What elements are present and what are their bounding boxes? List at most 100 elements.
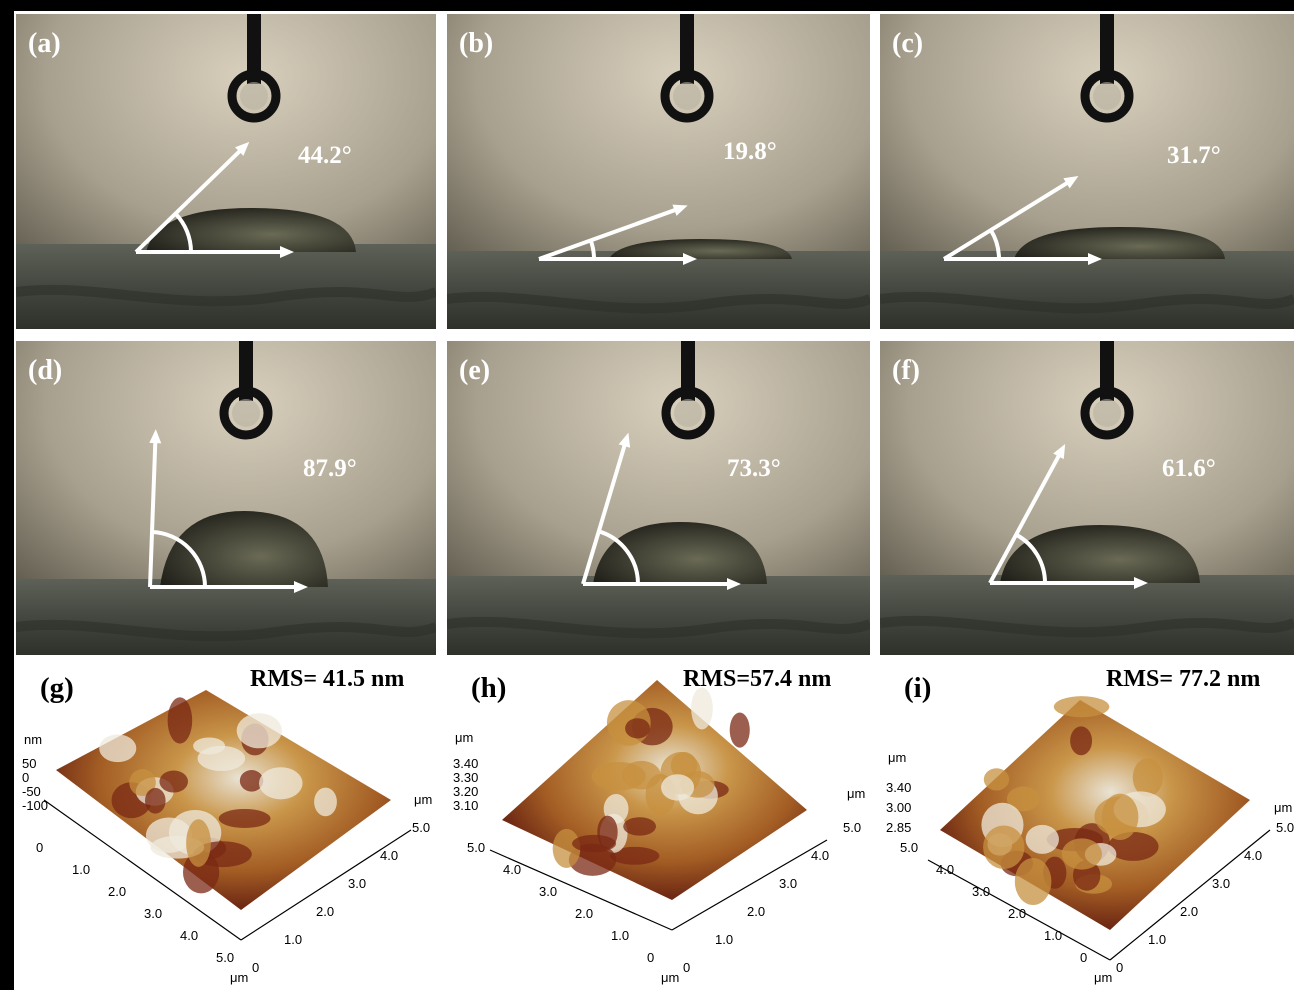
tangent-arrow	[988, 450, 1064, 584]
x-axis-tick: 4.0	[503, 862, 522, 877]
z-axis-tick: -50	[22, 784, 41, 799]
panel-label: (e)	[459, 355, 491, 386]
surface-peak	[197, 745, 246, 772]
surface-peak	[661, 774, 695, 801]
panel-label: (h)	[471, 672, 507, 704]
needle-tip-highlight	[673, 82, 701, 110]
side-axis-unit: μm	[1274, 800, 1293, 815]
rms-value: RMS= 77.2 nm	[1106, 666, 1261, 692]
surface-peak	[236, 713, 282, 749]
needle-tip-highlight	[674, 399, 702, 427]
x-axis-tick: 4.0	[936, 862, 955, 877]
y-axis-tick: 4.0	[1244, 848, 1263, 863]
substrate-texture	[16, 284, 436, 307]
contact-angle-value: 87.9°	[303, 455, 357, 482]
axis-right	[1109, 829, 1271, 961]
x-axis-tick: 1.0	[611, 928, 630, 943]
z-axis-tick: 0	[22, 770, 30, 785]
contact-angle-photo-c: (c) 31.7°	[880, 14, 1294, 329]
x-axis-tick: 3.0	[539, 884, 558, 899]
y-axis-tick: 3.0	[779, 876, 798, 891]
surface-peak	[691, 687, 713, 730]
contact-angle-value: 61.6°	[1162, 455, 1216, 482]
z-axis-tick: 50	[22, 756, 37, 771]
z-axis-tick: 3.10	[453, 798, 479, 813]
side-axis-unit: μm	[414, 792, 433, 807]
x-axis-tick: 2.0	[575, 906, 594, 921]
y-axis-tick: 2.0	[316, 904, 335, 919]
tangent-arrowhead	[149, 429, 162, 444]
tangent-arrow	[942, 178, 1073, 261]
surface-peak	[1014, 857, 1052, 906]
y-axis-tick: 0	[252, 960, 260, 975]
panel-label: (c)	[892, 28, 924, 59]
y-axis-tick: 1.0	[284, 932, 303, 947]
y-axis-tick: 2.0	[747, 904, 766, 919]
x-axis-tick: 3.0	[972, 884, 991, 899]
needle-tip-ring	[1080, 386, 1134, 440]
y-axis-tick: 1.0	[715, 932, 734, 947]
surface-peak	[314, 787, 337, 817]
contact-angle-value: 19.8°	[723, 138, 777, 165]
contact-angle-photo-a: (a) 44.2°	[16, 14, 436, 329]
rms-value: RMS= 41.5 nm	[250, 666, 405, 692]
substrate	[447, 251, 870, 329]
needle-tip-highlight	[1093, 82, 1121, 110]
water-droplet	[1014, 227, 1225, 259]
substrate	[880, 251, 1294, 329]
surface-peak	[145, 817, 192, 854]
surface-peak	[1101, 793, 1139, 840]
baseline-arrowhead	[280, 246, 294, 258]
panel-label: (i)	[904, 672, 932, 704]
xy-axis-unit: μm	[230, 970, 249, 985]
x-axis-tick: 5.0	[900, 840, 919, 855]
needle-shaft	[1100, 14, 1114, 84]
surface-peak	[983, 768, 1010, 791]
needle-shaft	[681, 341, 695, 401]
surface-peak	[1061, 838, 1102, 870]
surface-peak	[218, 808, 271, 829]
surface-peak	[239, 770, 264, 792]
z-axis-tick: 3.30	[453, 770, 479, 785]
y-axis-tick: 5.0	[843, 820, 862, 835]
afm-surface-drawing	[927, 696, 1271, 961]
panel-label: (d)	[28, 355, 63, 386]
surface-peak	[625, 718, 650, 739]
tangent-arrow	[134, 145, 245, 254]
z-axis-tick: 2.85	[886, 820, 912, 835]
afm-panel-g: (g) RMS= 41.5 nm nm 50 0 -50 -100 0 1.0 2.0 3.0 4.0…	[16, 660, 440, 990]
needle-tip-highlight	[232, 399, 260, 427]
surface-peak	[568, 843, 617, 876]
x-axis-tick: 3.0	[144, 906, 163, 921]
contact-angle-value: 31.7°	[1167, 142, 1221, 169]
y-axis-tick: 5.0	[412, 820, 431, 835]
contact-angle-value: 44.2°	[298, 142, 352, 169]
substrate-texture	[447, 291, 870, 314]
z-axis-tick: 3.00	[886, 800, 912, 815]
panel-label: (f)	[892, 355, 920, 386]
surface-peak	[1025, 824, 1059, 854]
xy-axis-unit: μm	[661, 970, 680, 985]
substrate-texture	[880, 291, 1294, 314]
needle-shaft	[680, 14, 694, 84]
x-axis-tick: 4.0	[180, 928, 199, 943]
surface-peak	[1132, 758, 1163, 797]
figure-border-left	[0, 0, 14, 990]
needle-tip-ring	[227, 69, 281, 123]
tangent-arrowhead	[1053, 444, 1066, 460]
axis-left	[927, 859, 1111, 961]
x-axis-tick: 2.0	[1008, 906, 1027, 921]
surface-peak	[258, 767, 303, 800]
x-axis-tick: 1.0	[1044, 928, 1063, 943]
photo-drawing	[16, 341, 436, 655]
z-axis-tick: -100	[22, 798, 49, 813]
z-axis-tick: 3.40	[886, 780, 912, 795]
y-axis-tick: 5.0	[1276, 820, 1294, 835]
panel-label: (a)	[28, 28, 61, 59]
afm-surface	[56, 690, 391, 910]
substrate-texture	[16, 619, 436, 642]
z-axis-unit: nm	[24, 732, 43, 747]
contact-angle-photo-b: (b) 19.8°	[447, 14, 870, 329]
axis-left	[489, 849, 673, 931]
